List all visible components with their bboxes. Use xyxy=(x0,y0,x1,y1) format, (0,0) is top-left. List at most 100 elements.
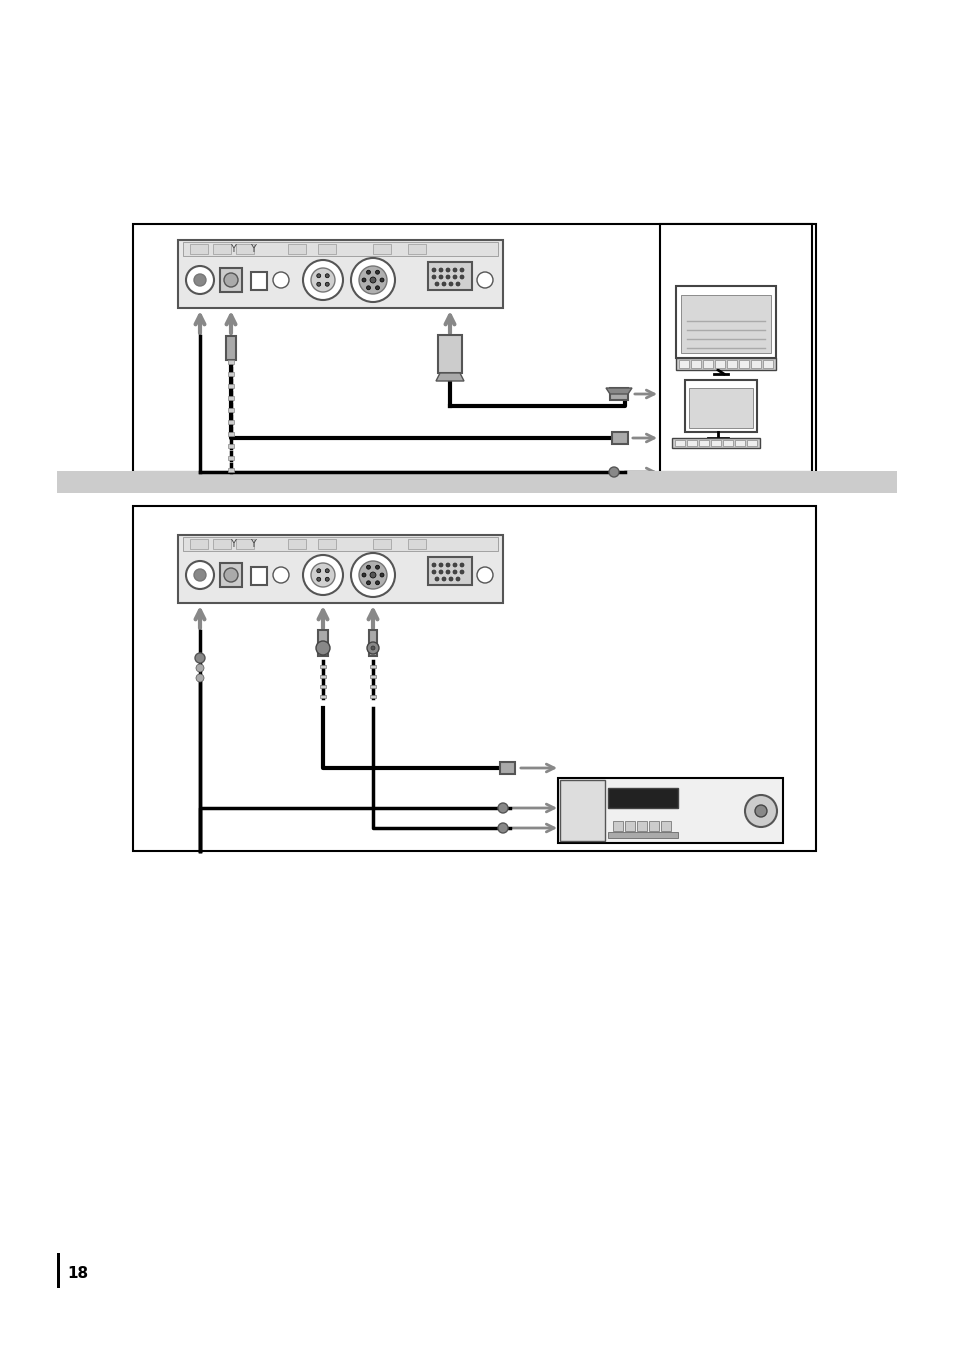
Bar xyxy=(57,1254,60,1287)
Circle shape xyxy=(459,275,463,279)
Bar xyxy=(710,439,720,446)
Circle shape xyxy=(453,275,456,279)
Circle shape xyxy=(366,565,370,569)
Circle shape xyxy=(459,563,463,568)
Bar xyxy=(762,360,772,368)
Bar xyxy=(319,685,326,687)
Bar xyxy=(228,360,233,364)
Bar xyxy=(220,563,242,586)
Circle shape xyxy=(379,573,384,577)
Circle shape xyxy=(456,577,459,581)
Circle shape xyxy=(361,573,366,577)
Bar xyxy=(659,224,811,472)
Bar xyxy=(702,360,712,368)
Bar xyxy=(228,468,233,472)
Circle shape xyxy=(476,272,493,288)
Circle shape xyxy=(361,278,366,282)
Circle shape xyxy=(316,577,320,581)
Circle shape xyxy=(459,268,463,272)
Circle shape xyxy=(370,276,375,283)
Bar xyxy=(251,272,267,290)
Circle shape xyxy=(432,570,436,574)
Circle shape xyxy=(186,266,213,294)
Circle shape xyxy=(325,569,329,573)
Bar xyxy=(235,244,253,253)
Circle shape xyxy=(224,274,237,287)
Bar xyxy=(690,360,700,368)
Circle shape xyxy=(325,577,329,581)
Circle shape xyxy=(303,260,343,301)
Bar xyxy=(437,336,461,373)
Bar xyxy=(317,539,335,549)
Bar xyxy=(220,268,242,293)
Bar xyxy=(235,539,253,549)
Circle shape xyxy=(358,561,387,589)
Circle shape xyxy=(325,274,329,278)
Circle shape xyxy=(456,282,459,286)
Circle shape xyxy=(316,569,320,573)
Circle shape xyxy=(446,563,450,568)
Bar xyxy=(132,224,815,472)
Circle shape xyxy=(497,824,507,833)
Polygon shape xyxy=(605,388,631,394)
Circle shape xyxy=(435,577,438,581)
Bar xyxy=(671,438,760,448)
Circle shape xyxy=(193,569,206,581)
Bar xyxy=(559,780,604,841)
Bar xyxy=(370,685,375,687)
Circle shape xyxy=(446,275,450,279)
Bar xyxy=(183,243,497,256)
Bar xyxy=(190,244,208,253)
Bar xyxy=(428,262,472,290)
Circle shape xyxy=(432,268,436,272)
Bar xyxy=(317,630,328,656)
Bar xyxy=(750,360,760,368)
Bar xyxy=(680,295,770,353)
Circle shape xyxy=(325,282,329,286)
Bar xyxy=(228,456,233,460)
Text: Y: Y xyxy=(230,539,235,549)
Bar xyxy=(499,762,515,774)
Bar xyxy=(57,470,896,493)
Circle shape xyxy=(459,570,463,574)
Polygon shape xyxy=(436,373,463,381)
Bar xyxy=(319,675,326,678)
Bar xyxy=(228,421,233,425)
Circle shape xyxy=(432,563,436,568)
Circle shape xyxy=(311,563,335,586)
Circle shape xyxy=(195,674,204,682)
Bar xyxy=(178,240,502,307)
Bar xyxy=(607,789,678,807)
Circle shape xyxy=(375,581,379,585)
Circle shape xyxy=(351,553,395,597)
Bar xyxy=(676,359,775,369)
Bar xyxy=(558,778,782,842)
Bar xyxy=(609,388,627,400)
Circle shape xyxy=(441,282,446,286)
Bar xyxy=(660,821,670,830)
Circle shape xyxy=(438,268,442,272)
Bar xyxy=(714,360,724,368)
Circle shape xyxy=(438,570,442,574)
Bar xyxy=(607,832,678,838)
Bar xyxy=(734,439,744,446)
Circle shape xyxy=(446,268,450,272)
Circle shape xyxy=(608,466,618,477)
Bar xyxy=(408,539,426,549)
Bar xyxy=(370,675,375,678)
Bar xyxy=(190,539,208,549)
Bar xyxy=(684,380,757,431)
Circle shape xyxy=(224,568,237,582)
Bar xyxy=(288,539,306,549)
Bar xyxy=(699,439,708,446)
Bar xyxy=(408,244,426,253)
Circle shape xyxy=(195,665,204,673)
Circle shape xyxy=(186,561,213,589)
Circle shape xyxy=(371,646,375,650)
Bar xyxy=(679,360,688,368)
Bar xyxy=(726,360,737,368)
Bar xyxy=(428,557,472,585)
Circle shape xyxy=(449,577,453,581)
Circle shape xyxy=(370,572,375,578)
Bar xyxy=(373,539,391,549)
